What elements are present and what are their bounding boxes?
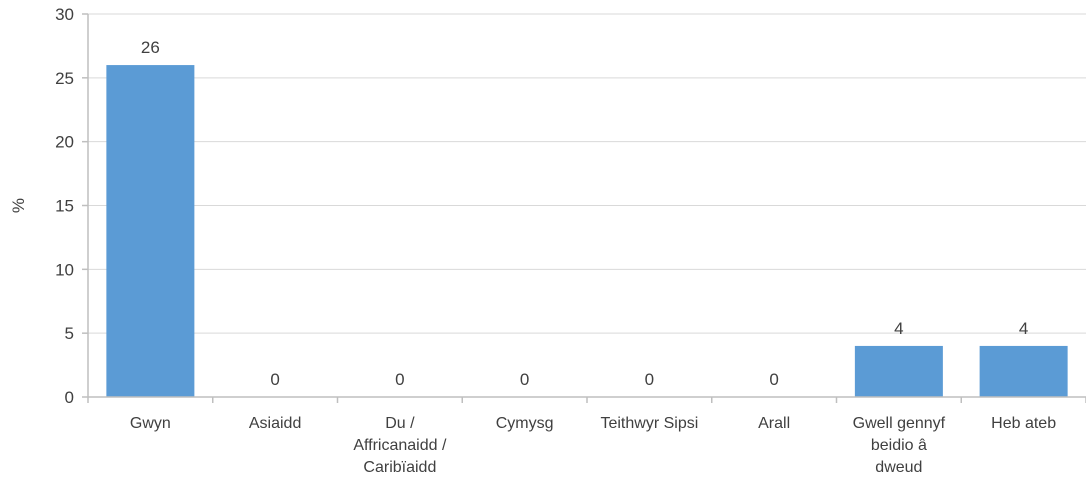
axes — [82, 13, 1086, 403]
data-label: 26 — [141, 38, 160, 57]
x-category-label-line: beidio â — [871, 437, 927, 454]
data-label: 4 — [1019, 319, 1028, 338]
x-category-labels: Gwyn Asiaidd Du / Affricanaidd / Caribïaidd C… — [130, 415, 1056, 476]
x-category-label: Cymysg — [496, 415, 554, 432]
y-tick-labels: 0 5 10 15 20 25 30 — [55, 5, 74, 407]
y-tick-label: 30 — [55, 5, 74, 24]
x-category-label-line: Gwell gennyf — [853, 415, 946, 432]
bar — [979, 345, 1068, 397]
bar — [854, 345, 943, 397]
x-category-label-line: Asiaidd — [249, 415, 301, 432]
y-tick-label: 15 — [55, 197, 74, 216]
data-label: 4 — [894, 319, 903, 338]
y-tick-label: 5 — [65, 324, 74, 343]
data-label: 0 — [520, 370, 529, 389]
y-axis-title: % — [9, 198, 28, 213]
data-label: 0 — [769, 370, 778, 389]
data-labels: 26 0 0 0 0 0 4 4 — [141, 38, 1028, 389]
x-category-label: Asiaidd — [249, 415, 301, 432]
x-category-label: Teithwyr Sipsi — [600, 415, 698, 432]
bars — [106, 65, 1068, 398]
y-tick-label: 25 — [55, 69, 74, 88]
x-category-label: Gwell gennyf beidio â dweud — [853, 415, 946, 476]
x-category-label-line: Cymysg — [496, 415, 554, 432]
data-label: 0 — [645, 370, 654, 389]
gridlines — [88, 13, 1086, 334]
x-category-label-line: Teithwyr Sipsi — [600, 415, 698, 432]
x-category-label-line: dweud — [875, 459, 922, 476]
y-tick-label: 0 — [65, 388, 74, 407]
x-category-label-line: Arall — [758, 415, 790, 432]
x-category-label: Du / Affricanaidd / Caribïaidd — [353, 415, 447, 476]
x-category-label: Heb ateb — [991, 415, 1056, 432]
data-label: 0 — [270, 370, 279, 389]
y-tick-label: 10 — [55, 260, 74, 279]
x-category-label-line: Du / — [385, 415, 415, 432]
bar — [106, 65, 195, 398]
y-tick-label: 20 — [55, 133, 74, 152]
x-category-label-line: Heb ateb — [991, 415, 1056, 432]
x-category-label: Arall — [758, 415, 790, 432]
data-label: 0 — [395, 370, 404, 389]
x-category-label-line: Caribïaidd — [363, 459, 436, 476]
x-category-label-line: Gwyn — [130, 415, 171, 432]
x-category-label-line: Affricanaidd / — [353, 437, 447, 454]
x-category-label: Gwyn — [130, 415, 171, 432]
